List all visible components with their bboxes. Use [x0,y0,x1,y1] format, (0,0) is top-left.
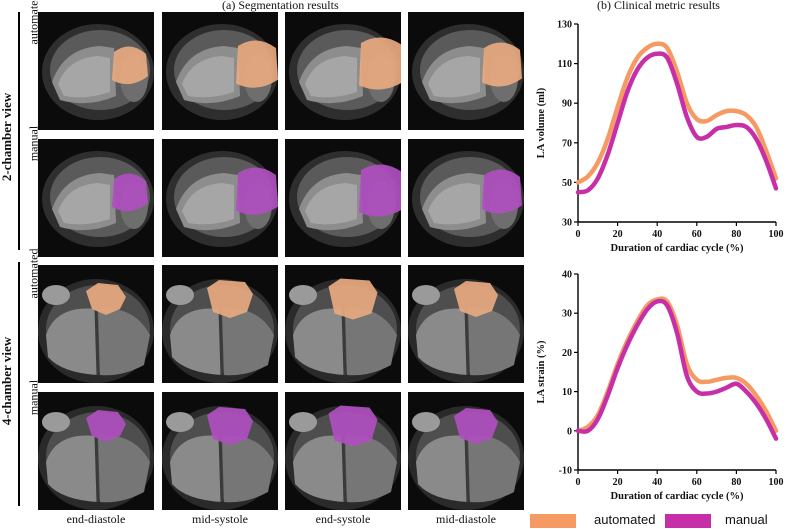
y-axis-label: LA strain (%) [536,340,547,404]
la-segmentation-overlay [359,164,401,217]
y-tick-label: 20 [562,348,572,359]
legend-manual-swatch [665,514,711,528]
x-tick-label: 80 [731,477,741,488]
la-segmentation-overlay [86,283,126,315]
mri-tile-2ch-manual-mid-diastole [408,139,524,257]
x-tick-label: 100 [769,477,784,488]
four-chamber-bracket [18,262,20,506]
la-segmentation-overlay [236,167,278,215]
mri-tile-2ch-automated-end-systole [285,12,401,130]
x-tick-label: 40 [652,477,662,488]
legend-automated-label: automated [594,512,656,527]
y-tick-label: 40 [562,270,572,281]
y-tick-label: 50 [562,178,572,189]
mri-image [289,24,401,120]
mri-tile-2ch-manual-mid-systole [162,139,278,257]
x-tick-label: 20 [613,477,623,488]
mri-image [162,406,278,510]
mri-image [166,24,278,120]
la-segmentation-overlay [112,173,148,212]
mri-image [166,151,278,247]
mri-tile-4ch-manual-mid-systole [162,392,278,510]
la-segmentation-overlay [454,408,498,444]
y-tick-label: -10 [559,466,572,477]
la-segmentation-overlay [328,278,378,320]
y-tick-label: 30 [562,309,572,320]
mri-tile-4ch-manual-end-diastole [38,392,154,510]
la-segmentation-overlay [482,169,522,214]
la-strain-chart: -10 0 10 20 30 40 0 20 40 60 80 100 Duration of card… [536,270,784,503]
x-tick-label: 40 [652,229,662,240]
la-segmentation-overlay [207,280,253,318]
mri-tile-4ch-automated-mid-systole [162,265,278,383]
mri-image [42,24,154,120]
mri-tile-4ch-manual-mid-diastole [408,392,524,510]
la-segmentation-overlay [359,37,401,90]
mri-image [408,406,524,510]
segmentation-title: (a) Segmentation results [222,0,339,12]
la-segmentation-overlay [328,405,378,447]
la-volume-chart: 30 50 70 90 110 130 0 20 40 60 80 100 Duration of ca… [536,20,784,255]
two-chamber-view-label: 2-chamber view [0,92,14,182]
series-line-automated [575,296,779,434]
column-label-mid-diastole: mid-diastole [436,512,496,526]
x-tick-label: 100 [769,229,784,240]
two-chamber-bracket [18,12,20,250]
x-tick-label: 80 [731,229,741,240]
mri-tile-4ch-automated-end-diastole [38,265,154,383]
la-segmentation-overlay [86,410,126,442]
la-segmentation-overlay [482,42,522,87]
x-tick-label: 20 [613,229,623,240]
mri-image [289,151,401,247]
mri-image [412,24,524,120]
y-tick-label: 0 [567,426,572,437]
mri-tile-2ch-automated-mid-systole [162,12,278,130]
x-tick-label: 0 [576,229,581,240]
x-tick-label: 60 [692,229,702,240]
y-tick-label: 90 [562,99,572,110]
la-segmentation-overlay [207,407,253,445]
x-axis-label: Duration of cardiac cycle (%) [611,243,744,254]
y-tick-label: 10 [562,387,572,398]
legend-automated-swatch [530,514,576,528]
mri-image [412,151,524,247]
x-tick-label: 60 [692,477,702,488]
mri-tile-4ch-manual-end-systole [285,392,401,510]
series-line-automated [575,41,779,185]
la-segmentation-overlay [454,281,498,317]
y-tick-label: 130 [557,20,572,31]
column-label-end-systole: end-systole [315,512,371,526]
mri-tile-2ch-manual-end-systole [285,139,401,257]
mri-image [38,279,154,383]
mri-image [42,151,154,247]
mri-image [285,405,401,510]
x-axis-label: Duration of cardiac cycle (%) [611,491,744,502]
four-chamber-view-label: 4-chamber view [0,336,14,426]
mri-image [162,279,278,383]
legend-manual-label: manual [725,512,768,527]
mri-tile-4ch-automated-mid-diastole [408,265,524,383]
mri-image [285,278,401,383]
mri-tile-4ch-automated-end-systole [285,265,401,383]
mri-tile-2ch-automated-end-diastole [38,12,154,130]
clinical-title: (b) Clinical metric results [597,0,720,12]
mri-image [38,406,154,510]
x-tick-label: 0 [576,477,581,488]
column-label-mid-systole: mid-systole [192,512,248,526]
mri-tile-2ch-automated-mid-diastole [408,12,524,130]
series-line-manual [575,298,779,441]
mri-tile-2ch-manual-end-diastole [38,139,154,257]
column-label-end-diastole: end-diastole [66,512,126,526]
series-line-manual [575,51,779,195]
y-tick-label: 110 [558,59,572,70]
la-segmentation-overlay [112,46,148,85]
y-tick-label: 70 [562,138,572,149]
y-axis-label: LA volume (ml) [536,87,547,158]
mri-image [408,279,524,383]
la-segmentation-overlay [236,40,278,88]
y-tick-label: 30 [562,218,572,229]
